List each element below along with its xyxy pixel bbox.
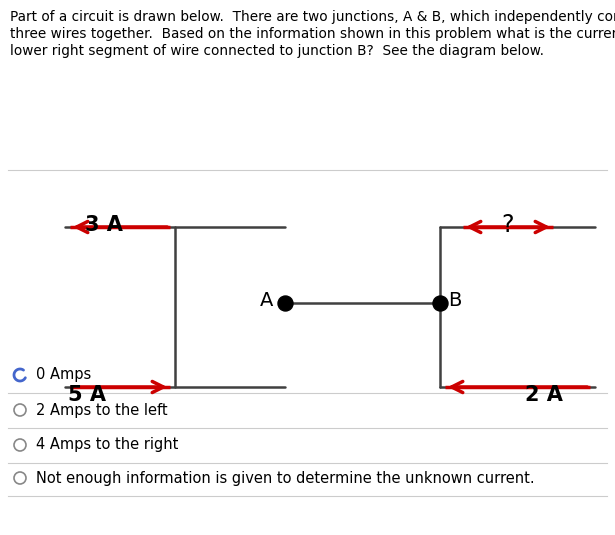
Text: 2 A: 2 A (525, 385, 563, 405)
Text: B: B (448, 292, 461, 310)
Text: three wires together.  Based on the information shown in this problem what is th: three wires together. Based on the infor… (10, 27, 615, 41)
Text: Not enough information is given to determine the unknown current.: Not enough information is given to deter… (36, 470, 534, 485)
Text: ?: ? (502, 213, 514, 237)
Text: A: A (260, 292, 273, 310)
Text: lower right segment of wire connected to junction B?  See the diagram below.: lower right segment of wire connected to… (10, 44, 544, 58)
Text: 3 A: 3 A (85, 215, 123, 235)
Text: 2 Amps to the left: 2 Amps to the left (36, 402, 168, 417)
Text: Part of a circuit is drawn below.  There are two junctions, A & B, which indepen: Part of a circuit is drawn below. There … (10, 10, 615, 24)
Text: 5 A: 5 A (68, 385, 106, 405)
Text: 4 Amps to the right: 4 Amps to the right (36, 438, 178, 453)
Text: 0 Amps: 0 Amps (36, 368, 91, 383)
